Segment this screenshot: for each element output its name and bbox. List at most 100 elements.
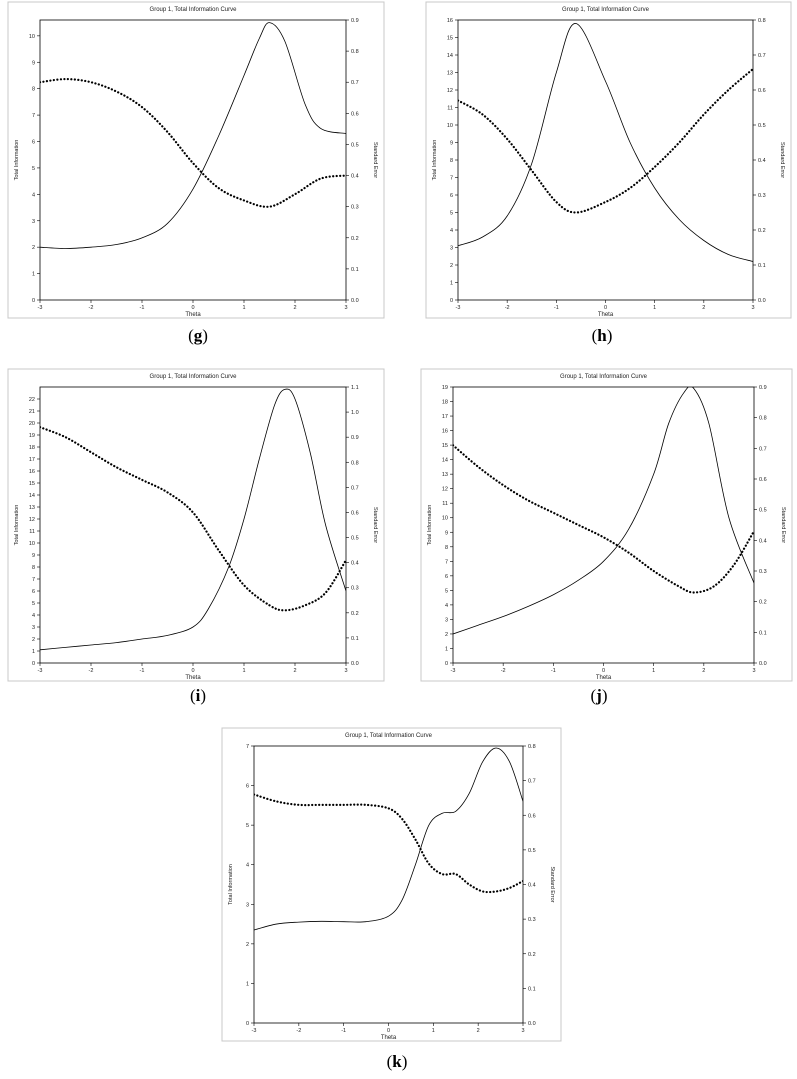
y-tick-label: 7 [32, 113, 35, 119]
y-tick-label: 19 [29, 433, 35, 439]
y-tick-label: 0 [32, 298, 35, 304]
y2-tick-label: 0.8 [759, 416, 767, 422]
x-tick-label: -1 [140, 305, 145, 311]
x-tick-label: -1 [551, 668, 556, 674]
figure-frame [7, 368, 385, 682]
y2-tick-label: 0.6 [351, 111, 359, 117]
y-tick-label: 16 [447, 18, 453, 24]
y-tick-label: 2 [450, 263, 453, 269]
total-information-line [254, 747, 523, 931]
y-tick-label: 17 [29, 457, 35, 463]
y2-tick-label: 0.4 [528, 883, 536, 889]
x-axis-label: Theta [185, 675, 201, 681]
y-axis-label: Total Information [432, 140, 438, 181]
y-tick-label: 3 [445, 617, 448, 623]
y-tick-label: 8 [32, 565, 35, 571]
x-tick-label: 0 [604, 305, 607, 311]
y-tick-label: 7 [32, 577, 35, 583]
y-tick-label: 10 [29, 541, 35, 547]
y-tick-label: 20 [29, 421, 35, 427]
y-tick-label: 12 [447, 88, 453, 94]
chart-svg-h: Group 1, Total Information Curve -3 -2 -1 0 1… [425, 1, 792, 319]
y2-tick-label: 0.7 [758, 53, 766, 59]
y-tick-label: 6 [32, 589, 35, 595]
y-tick-label: 22 [29, 397, 35, 403]
y2-tick-label: 0.9 [351, 435, 359, 441]
y2-tick-label: 0.2 [351, 236, 359, 242]
x-tick-label: 2 [477, 1028, 480, 1034]
y-tick-label: 2 [246, 942, 249, 948]
y-tick-label: 4 [246, 863, 249, 869]
y-tick-label: 15 [29, 481, 35, 487]
y-tick-label: 13 [29, 505, 35, 511]
y-tick-label: 6 [246, 784, 249, 790]
y2-tick-label: 1.0 [351, 410, 359, 416]
y-tick-label: 3 [32, 219, 35, 225]
y-tick-label: 1 [32, 272, 35, 278]
y2-tick-label: 1.1 [351, 385, 359, 391]
y-tick-label: 5 [445, 588, 448, 594]
y-tick-label: 3 [32, 625, 35, 631]
x-tick-label: 2 [293, 305, 296, 311]
y2-tick-label: 0.4 [351, 561, 359, 567]
y2-axis-label: Standard Error [549, 866, 555, 902]
y2-tick-label: 0.7 [351, 80, 359, 86]
y2-tick-label: 0.1 [758, 263, 766, 269]
x-tick-label: 3 [344, 305, 347, 311]
y2-tick-label: 0.0 [528, 1021, 536, 1027]
y-tick-label: 17 [442, 414, 448, 420]
caption-letter-j: j [596, 686, 602, 705]
caption-k: (k) [386, 1052, 408, 1071]
y-tick-label: 10 [29, 34, 35, 40]
x-tick-label: -1 [140, 668, 145, 674]
chart-svg-i: Group 1, Total Information Curve -3 -2 -1 0 1… [7, 368, 385, 682]
y-tick-label: 0 [450, 298, 453, 304]
y2-tick-label: 0.0 [758, 298, 766, 304]
chart-panel-g: Group 1, Total Information Curve -3 -2 -1 0 1… [0, 0, 386, 320]
y-tick-label: 1 [445, 646, 448, 652]
y2-tick-label: 0.1 [351, 267, 359, 273]
standard-error-line [254, 793, 523, 894]
x-tick-label: 1 [242, 305, 245, 311]
chart-title: Group 1, Total Information Curve [560, 374, 648, 380]
y2-tick-label: 0.5 [351, 536, 359, 542]
y-tick-label: 2 [32, 637, 35, 643]
chart-panel-k: Group 1, Total Information Curve -3 -2 -1 0 1… [214, 726, 563, 1043]
caption-letter-g: g [193, 326, 203, 345]
y-tick-label: 10 [447, 123, 453, 129]
y2-tick-label: 0.3 [759, 569, 767, 575]
y-tick-label: 0 [32, 661, 35, 667]
y-tick-label: 4 [32, 192, 35, 198]
y2-tick-label: 0.7 [351, 485, 359, 491]
y-tick-label: 7 [450, 176, 453, 182]
y2-tick-label: 0.0 [759, 661, 767, 667]
caption-letter-k: k [392, 1052, 402, 1071]
y2-tick-label: 0.6 [758, 88, 766, 94]
x-tick-label: 3 [344, 668, 347, 674]
y-tick-label: 1 [32, 649, 35, 655]
y-tick-label: 1 [246, 981, 249, 987]
y-tick-label: 9 [450, 141, 453, 147]
caption-letter-i: i [195, 686, 201, 705]
y-tick-label: 7 [246, 744, 249, 750]
x-tick-label: 2 [702, 305, 705, 311]
chart-svg-k: Group 1, Total Information Curve -3 -2 -1 0 1… [221, 727, 562, 1042]
y2-tick-label: 0.0 [351, 661, 359, 667]
y2-tick-label: 0.9 [759, 385, 767, 391]
y2-tick-label: 0.7 [759, 446, 767, 452]
standard-error-line [40, 78, 346, 208]
x-tick-label: 1 [242, 668, 245, 674]
y2-tick-label: 0.9 [351, 18, 359, 24]
x-axis-label: Theta [185, 312, 201, 318]
x-tick-label: 3 [752, 668, 755, 674]
y-tick-label: 4 [32, 613, 35, 619]
x-tick-label: -1 [554, 305, 559, 311]
y-tick-label: 2 [32, 245, 35, 251]
y-tick-label: 13 [447, 71, 453, 77]
y2-tick-label: 0.6 [759, 477, 767, 483]
x-tick-label: -3 [451, 668, 456, 674]
x-tick-label: -1 [341, 1028, 346, 1034]
y-tick-label: 2 [445, 632, 448, 638]
x-tick-label: -2 [89, 668, 94, 674]
y2-tick-label: 0.1 [528, 986, 536, 992]
